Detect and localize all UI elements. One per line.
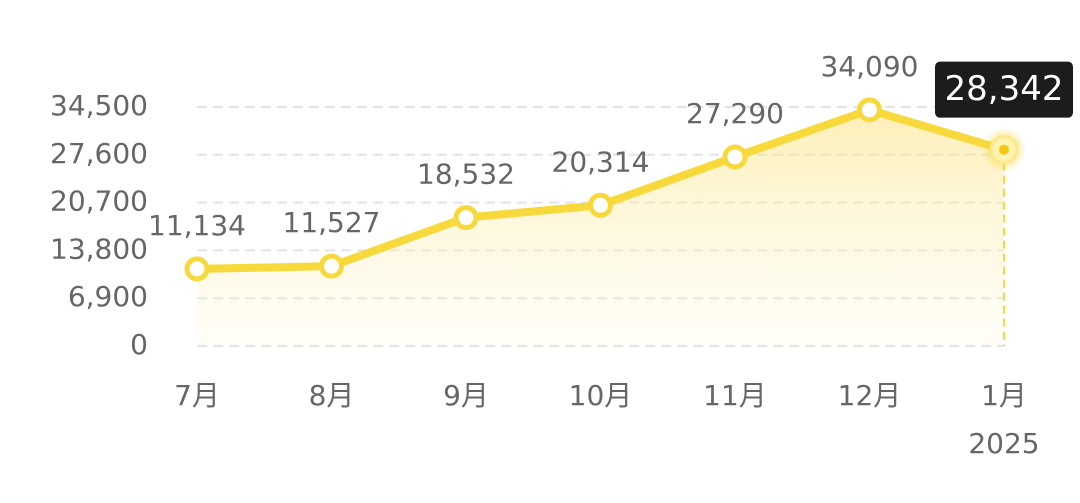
point: [184, 256, 210, 282]
tooltip-label: 28,342: [945, 69, 1064, 109]
value-label: 11,527: [283, 206, 381, 239]
area: [197, 109, 1004, 346]
x-tick-label: 8月: [309, 379, 355, 412]
value-label: 27,290: [686, 97, 784, 130]
point: [588, 192, 613, 218]
x-tick-label: 10月: [569, 379, 633, 412]
x-tick-label: 9月: [443, 379, 489, 412]
x-tick-label: 12月: [838, 379, 902, 412]
year-label: 2025: [968, 427, 1039, 460]
y-tick-label: 34,500: [50, 89, 148, 122]
y-tick-label: 20,700: [50, 185, 148, 218]
y-tick-label: 27,600: [50, 137, 148, 170]
point: [453, 205, 479, 231]
x-tick-label: 1月: [981, 379, 1027, 412]
y-tick-label: 13,800: [50, 232, 148, 265]
y-tick-label: 0: [130, 328, 148, 361]
point: [319, 253, 344, 279]
tooltip: [935, 61, 1073, 118]
point-center: [999, 144, 1009, 155]
x-tick-label: 7月: [174, 379, 220, 412]
value-label: 34,090: [821, 50, 919, 83]
value-label: 11,134: [148, 209, 246, 242]
value-label: 20,314: [552, 145, 650, 178]
y-tick-label: 6,900: [68, 280, 148, 313]
point: [857, 97, 882, 123]
x-tick-label: 11月: [703, 379, 767, 412]
value-label: 18,532: [417, 158, 515, 191]
point: [722, 144, 748, 170]
